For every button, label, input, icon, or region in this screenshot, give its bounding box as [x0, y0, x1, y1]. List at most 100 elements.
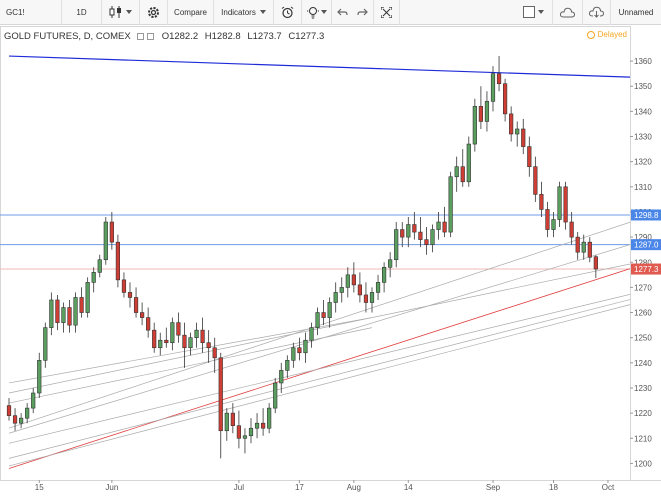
candle-body[interactable]	[297, 347, 302, 354]
candle-body[interactable]	[515, 128, 520, 135]
candle-body[interactable]	[303, 339, 308, 354]
candle-body[interactable]	[587, 241, 592, 258]
trend-line[interactable]	[8, 292, 638, 444]
candle-body[interactable]	[224, 412, 229, 432]
candle-body[interactable]	[273, 382, 278, 409]
candle-body[interactable]	[394, 229, 399, 261]
candle-body[interactable]	[424, 239, 429, 245]
candle-body[interactable]	[436, 221, 441, 230]
candle-body[interactable]	[127, 292, 133, 298]
candle-body[interactable]	[496, 73, 502, 85]
trend-line[interactable]	[8, 55, 638, 78]
chart-type-button[interactable]	[102, 0, 140, 25]
price-tag[interactable]	[631, 239, 661, 251]
candle-body[interactable]	[260, 422, 266, 429]
candle-body[interactable]	[6, 405, 12, 416]
candle-body[interactable]	[31, 392, 36, 409]
interval-button[interactable]: 1D	[62, 0, 102, 25]
candle-body[interactable]	[575, 236, 580, 253]
candle-body[interactable]	[279, 370, 284, 384]
candle-body[interactable]	[400, 229, 405, 238]
candle-body[interactable]	[484, 101, 490, 122]
candle-body[interactable]	[460, 166, 465, 183]
layout-toggle-button[interactable]	[515, 0, 553, 25]
candle-body[interactable]	[230, 412, 235, 427]
candle-body[interactable]	[236, 425, 242, 439]
candle-body[interactable]	[140, 312, 145, 318]
trend-line[interactable]	[8, 302, 638, 467]
candle-body[interactable]	[164, 339, 169, 344]
cloud-load-button[interactable]	[583, 0, 611, 25]
delayed-badge[interactable]: Delayed	[586, 30, 627, 39]
candle-body[interactable]	[321, 312, 326, 318]
candle-body[interactable]	[406, 224, 411, 238]
candle-body[interactable]	[509, 113, 514, 135]
candle-body[interactable]	[454, 166, 459, 178]
layout-name-button[interactable]: Unnamed	[611, 0, 661, 25]
candle-body[interactable]	[267, 407, 272, 429]
candle-body[interactable]	[121, 279, 127, 293]
candle-body[interactable]	[73, 297, 78, 326]
fullscreen-button[interactable]	[374, 0, 400, 25]
candle-body[interactable]	[545, 209, 550, 230]
candle-body[interactable]	[85, 282, 90, 313]
alert-button[interactable]	[274, 0, 302, 25]
candle-body[interactable]	[309, 327, 314, 341]
candle-body[interactable]	[502, 83, 508, 115]
candle-body[interactable]	[206, 342, 211, 349]
candle-body[interactable]	[242, 435, 248, 439]
candle-body[interactable]	[55, 299, 60, 323]
candle-body[interactable]	[115, 241, 120, 281]
candle-body[interactable]	[200, 329, 205, 344]
indicators-button[interactable]: Indicators	[214, 0, 274, 25]
candle-body[interactable]	[539, 194, 544, 210]
candle-body[interactable]	[527, 146, 532, 168]
trend-line[interactable]	[8, 266, 638, 469]
candle-body[interactable]	[569, 221, 574, 238]
undo-button[interactable]	[332, 0, 352, 25]
candle-body[interactable]	[291, 347, 296, 361]
candle-body[interactable]	[43, 327, 48, 361]
candle-body[interactable]	[254, 422, 260, 429]
compare-button[interactable]: Compare	[168, 0, 214, 25]
price-tag[interactable]	[631, 209, 661, 221]
candle-body[interactable]	[381, 266, 387, 283]
candle-body[interactable]	[533, 166, 538, 195]
eye-toggle-icon[interactable]	[136, 33, 144, 40]
candle-body[interactable]	[194, 329, 199, 338]
cloud-save-button[interactable]	[553, 0, 583, 25]
candle-body[interactable]	[79, 297, 84, 313]
candle-body[interactable]	[182, 334, 187, 349]
candle-body[interactable]	[188, 337, 193, 349]
candle-body[interactable]	[466, 143, 471, 183]
candle-body[interactable]	[97, 259, 102, 273]
candle-body[interactable]	[369, 292, 375, 303]
candle-body[interactable]	[339, 287, 344, 293]
candle-body[interactable]	[521, 128, 526, 147]
format-settings-icon[interactable]	[146, 33, 154, 40]
candle-body[interactable]	[563, 186, 568, 223]
candle-body[interactable]	[551, 219, 556, 230]
settings-button[interactable]	[140, 0, 168, 25]
price-chart[interactable]: 1200 1210 1220 1230 1240 1250 1260 1270 1280 1290…	[0, 26, 661, 499]
candle-body[interactable]	[315, 312, 320, 328]
candle-body[interactable]	[581, 241, 586, 253]
price-tag[interactable]	[631, 263, 661, 275]
chart-area[interactable]: 1200 1210 1220 1230 1240 1250 1260 1270 1280 1290…	[0, 26, 661, 499]
candle-body[interactable]	[388, 259, 393, 268]
candle-body[interactable]	[357, 284, 363, 296]
candle-body[interactable]	[593, 256, 598, 270]
candle-body[interactable]	[218, 357, 223, 432]
candle-body[interactable]	[103, 221, 108, 261]
candle-body[interactable]	[345, 274, 350, 288]
candle-body[interactable]	[49, 299, 54, 328]
candle-body[interactable]	[212, 347, 217, 359]
candle-body[interactable]	[12, 415, 18, 424]
candle-body[interactable]	[109, 221, 114, 243]
candle-body[interactable]	[375, 282, 381, 293]
redo-button[interactable]	[352, 0, 374, 25]
candle-body[interactable]	[478, 106, 484, 122]
candle-body[interactable]	[67, 307, 72, 326]
candle-body[interactable]	[418, 231, 423, 240]
candle-body[interactable]	[351, 274, 356, 286]
